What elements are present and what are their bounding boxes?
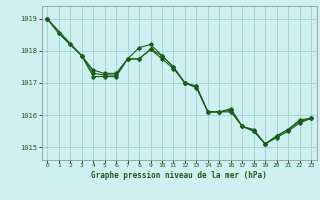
X-axis label: Graphe pression niveau de la mer (hPa): Graphe pression niveau de la mer (hPa): [91, 171, 267, 180]
